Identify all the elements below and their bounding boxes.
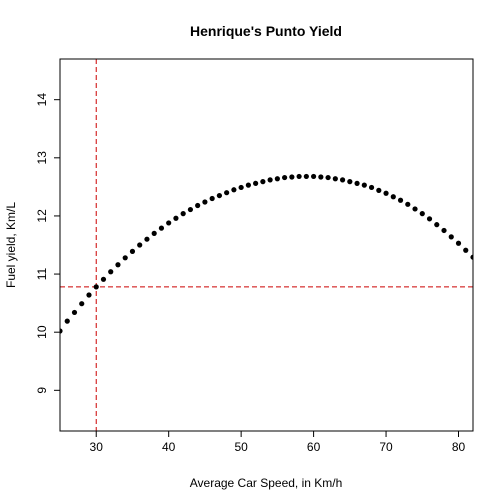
y-tick-label: 12	[35, 209, 49, 223]
data-point	[60, 328, 63, 334]
data-points	[60, 173, 473, 334]
data-point	[434, 222, 440, 228]
data-point	[231, 187, 237, 193]
data-point	[166, 220, 172, 226]
data-point	[383, 190, 389, 196]
data-point	[361, 182, 367, 188]
x-tick-label: 80	[452, 440, 466, 454]
data-point	[180, 211, 186, 217]
data-point	[318, 174, 324, 180]
data-point	[173, 215, 179, 221]
data-point	[79, 301, 85, 307]
data-point	[64, 318, 70, 324]
data-point	[354, 180, 360, 186]
data-point	[93, 284, 99, 290]
data-point	[187, 206, 194, 213]
y-tick-label: 13	[35, 151, 49, 165]
data-point	[441, 227, 447, 234]
data-point	[455, 240, 462, 246]
data-point	[289, 174, 295, 180]
y-tick-label: 11	[35, 268, 49, 281]
data-point	[129, 248, 136, 254]
data-point	[195, 202, 201, 209]
y-axis: 9 10 11 12 13 14	[35, 93, 60, 394]
data-point	[245, 182, 251, 188]
data-point	[86, 292, 92, 298]
data-point	[282, 174, 288, 181]
data-point	[463, 247, 469, 253]
x-tick-label: 70	[379, 440, 393, 454]
y-tick-label: 14	[35, 93, 49, 107]
data-point	[368, 184, 375, 191]
data-point	[397, 197, 404, 203]
data-point	[151, 230, 157, 236]
data-point	[122, 255, 128, 261]
data-point	[216, 192, 223, 199]
data-point	[325, 174, 331, 181]
x-axis-label: Average Car Speed, in Km/h	[190, 476, 343, 490]
data-point	[310, 173, 317, 180]
data-point	[470, 254, 473, 260]
x-axis: 30 40 50 60 70 80	[90, 431, 466, 454]
y-tick-label: 9	[35, 387, 49, 394]
data-point	[332, 176, 338, 182]
data-point	[390, 194, 396, 200]
data-point	[224, 190, 230, 196]
reference-lines	[60, 59, 473, 431]
data-point	[202, 199, 208, 205]
data-point	[339, 177, 346, 183]
data-point	[144, 236, 150, 242]
data-point	[253, 180, 259, 186]
data-point	[376, 187, 382, 193]
data-point	[296, 173, 302, 180]
x-tick-label: 60	[307, 440, 321, 454]
data-point	[412, 206, 418, 212]
data-point	[100, 276, 107, 282]
data-point	[209, 195, 215, 202]
data-point	[108, 269, 114, 275]
data-point	[267, 177, 273, 183]
data-point	[260, 179, 266, 185]
data-point	[274, 176, 280, 182]
data-point	[158, 225, 165, 231]
data-point	[71, 309, 78, 316]
data-point	[115, 262, 121, 268]
chart-title: Henrique's Punto Yield	[190, 23, 342, 39]
data-point	[137, 242, 143, 248]
x-tick-label: 50	[234, 440, 248, 454]
data-point	[448, 234, 454, 240]
data-point	[419, 211, 425, 217]
y-tick-label: 10	[35, 325, 49, 339]
data-point	[347, 179, 353, 185]
x-tick-label: 40	[162, 440, 176, 454]
data-point	[238, 184, 244, 191]
data-point	[426, 216, 433, 222]
data-point	[405, 201, 411, 207]
data-point	[303, 173, 309, 180]
x-tick-label: 30	[90, 440, 104, 454]
plot-frame	[59, 58, 474, 432]
y-axis-label: Fuel yield, Km/L	[4, 202, 18, 288]
